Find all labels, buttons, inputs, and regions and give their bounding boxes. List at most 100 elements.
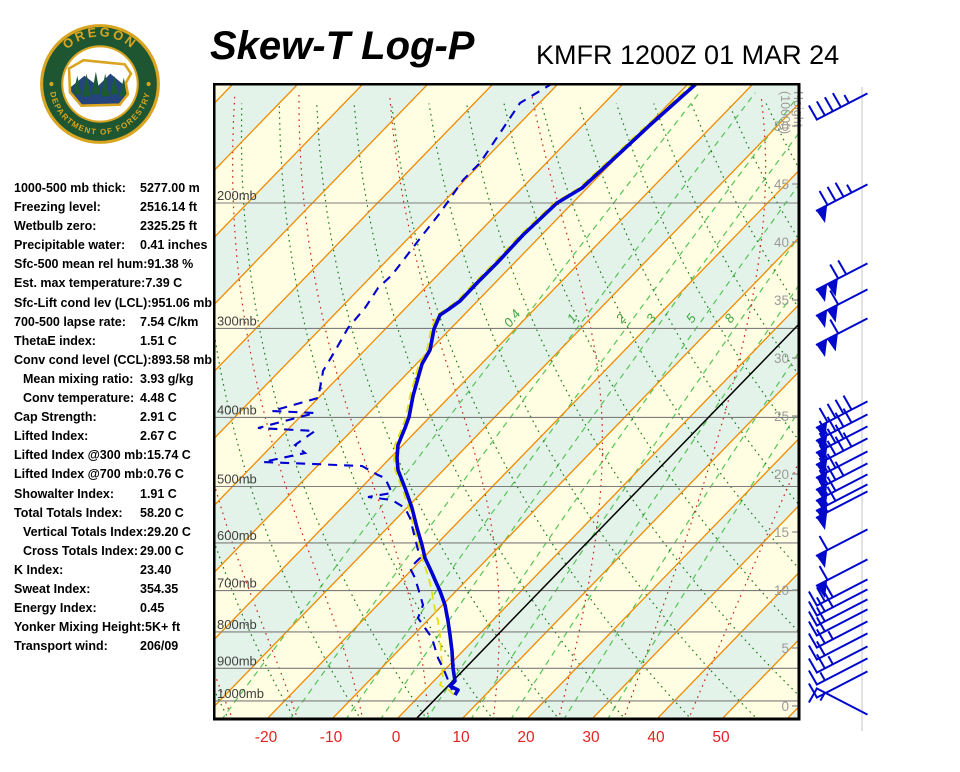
barb-half xyxy=(827,630,834,640)
wind-barb xyxy=(815,182,868,223)
temp-axis-label: 30 xyxy=(582,729,600,746)
stat-label: Mean mixing ratio: xyxy=(23,371,134,386)
height-tick-label: 45 xyxy=(774,177,789,192)
barb-full xyxy=(808,611,818,627)
stat-row: Yonker Mixing Height:5K+ ft xyxy=(14,620,214,639)
barb-full xyxy=(842,395,853,411)
stat-value: 2516.14 ft xyxy=(140,200,197,215)
wind-barb xyxy=(808,687,868,716)
stat-row: K Index: 23.40 xyxy=(14,563,214,582)
barb-pennant xyxy=(826,304,838,323)
dry-adiabat xyxy=(214,327,362,719)
mixing-ratio-line xyxy=(425,183,799,719)
moist-adiabat xyxy=(531,94,603,719)
logo-left-dot xyxy=(49,81,54,87)
wind-barb-column xyxy=(800,83,960,748)
barb-pennant xyxy=(816,309,828,328)
wind-barbs xyxy=(808,87,868,731)
stat-label: Total Totals Index: xyxy=(14,505,123,520)
barb-full xyxy=(818,432,829,448)
barb-full xyxy=(818,444,829,460)
barb-full xyxy=(829,290,840,306)
temp-axis-label: 40 xyxy=(647,729,665,746)
stat-label: Conv cond level (CCL): xyxy=(14,352,152,367)
stat-value: 2325.25 ft xyxy=(140,219,197,234)
stat-row: Cap Strength: 2.91 C xyxy=(14,410,214,429)
stat-value: 0.41 inches xyxy=(140,238,208,253)
isotherm xyxy=(526,437,799,719)
page-title: Skew-T Log-P xyxy=(210,24,475,68)
barb-pennant xyxy=(816,511,828,530)
stat-row: Sfc-500 mean rel hum:91.38 % xyxy=(14,257,214,276)
height-tick-label: 10 xyxy=(774,583,789,598)
stat-label: Cross Totals Index: xyxy=(23,543,139,558)
isotherm xyxy=(214,84,754,641)
barb-full xyxy=(808,683,818,699)
barb-pennant xyxy=(826,333,838,352)
stat-label: Wetbulb zero: xyxy=(14,219,97,234)
stat-value: 15.74 C xyxy=(147,448,191,463)
stat-row: Energy Index: 0.45 xyxy=(14,601,214,620)
barb-full xyxy=(808,105,818,121)
isotherm xyxy=(396,303,799,719)
barb-full xyxy=(816,596,826,612)
isotherm xyxy=(266,169,799,719)
barb-half xyxy=(827,655,834,665)
stat-label: Energy Index: xyxy=(14,601,97,616)
isotherm xyxy=(591,504,799,719)
height-tick-label: 20 xyxy=(774,467,789,482)
temp-band xyxy=(214,84,799,707)
barb-full xyxy=(834,461,845,477)
barb-full xyxy=(826,416,837,432)
barb-full xyxy=(816,640,826,656)
wind-barb xyxy=(815,259,868,302)
stat-label: Sfc-500 mean rel hum: xyxy=(14,257,148,272)
barb-full xyxy=(808,591,818,607)
barb-full xyxy=(831,92,842,108)
stat-label: Lifted Index @700 mb: xyxy=(14,467,148,482)
stat-row: Total Totals Index: 58.20 C xyxy=(14,506,214,525)
barb-full xyxy=(818,457,829,473)
stat-value: 206/09 xyxy=(140,639,179,654)
wind-barb xyxy=(815,395,868,440)
height-tick-label: 25 xyxy=(774,409,789,424)
barb-full xyxy=(818,469,829,485)
barb-full xyxy=(816,100,826,116)
pressure-label: 600mb xyxy=(217,528,257,543)
barb-full xyxy=(826,453,837,469)
wind-barb xyxy=(815,490,868,530)
sounding-traces xyxy=(257,84,699,696)
stat-row: Lifted Index @700 mb:0.76 C xyxy=(14,467,214,486)
barb-shaft xyxy=(815,657,868,686)
barb-shaft xyxy=(815,620,868,649)
barb-full xyxy=(816,606,826,622)
height-tick-label: 40 xyxy=(774,235,789,250)
parcel-line xyxy=(414,322,799,719)
height-tick-label: 15 xyxy=(774,525,789,540)
logo-state-outline xyxy=(67,58,133,108)
barb-full xyxy=(826,440,837,456)
stat-label: Cap Strength: xyxy=(14,410,97,425)
plot-border xyxy=(212,82,801,721)
stat-value: 2.67 C xyxy=(140,429,177,444)
pressure-label: 1000mb xyxy=(217,686,264,701)
barb-pennant xyxy=(816,338,828,357)
barb-full xyxy=(826,403,837,419)
barb-half xyxy=(819,671,826,681)
dry-adiabat xyxy=(316,103,560,719)
isotherm xyxy=(331,236,799,719)
stat-label: Lifted Index @300 mb: xyxy=(14,448,148,463)
mixing-ratio-line xyxy=(470,235,799,719)
stat-value: 1.91 C xyxy=(140,486,177,501)
isotherm xyxy=(214,84,624,507)
barb-full xyxy=(834,182,845,198)
stat-row: Vertical Totals Index:29.20 C xyxy=(14,525,214,544)
stat-label: Est. max temperature: xyxy=(14,276,146,291)
isotherm xyxy=(214,84,429,306)
stat-row: 700-500 lapse rate: 7.54 C/km xyxy=(14,315,214,334)
stat-row: Transport wind: 206/09 xyxy=(14,639,214,658)
barb-full xyxy=(826,428,837,444)
station-datetime: KMFR 1200Z 01 MAR 24 xyxy=(536,40,840,70)
wind-barb xyxy=(815,288,868,328)
skewt-chart: 200mb 300mb 400mb 500mb 600mb 700mb 800mb 900mb… xyxy=(212,82,805,772)
